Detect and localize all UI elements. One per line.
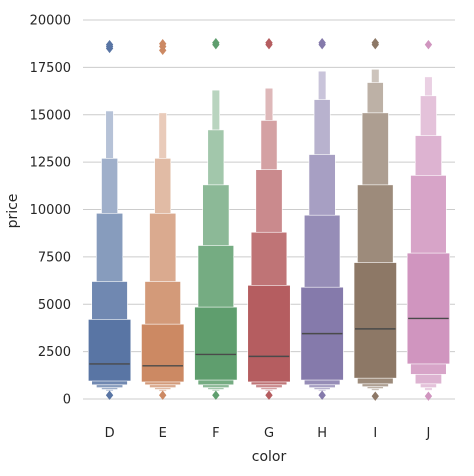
boxen-group-i: [353, 38, 397, 401]
outlier-point: [105, 390, 114, 400]
y-tick-label: 2500: [38, 345, 71, 360]
y-tick-label: 17500: [30, 61, 71, 76]
x-tick-label: J: [426, 426, 431, 441]
x-tick-label: E: [159, 426, 167, 441]
x-axis-label: color: [252, 449, 287, 465]
outlier-point: [212, 38, 220, 48]
boxen-group-h: [300, 38, 344, 400]
outlier-point: [318, 390, 326, 400]
outlier-point: [424, 39, 433, 50]
boxes-layer: [88, 38, 450, 401]
y-axis-label: price: [5, 194, 21, 229]
boxen-level: [141, 323, 185, 383]
boxen-group-j: [406, 39, 450, 401]
outlier-point: [159, 390, 167, 400]
boxen-group-g: [247, 38, 291, 400]
boxen-group-d: [88, 39, 132, 400]
x-tick-label: I: [373, 426, 377, 441]
boxen-level: [88, 319, 132, 382]
outlier-point: [159, 39, 167, 49]
boxen-level: [353, 262, 397, 379]
y-tick-labels: 0 2500 5000 7500 10000 12500 15000 17500 20000: [30, 14, 71, 408]
y-tick-label: 20000: [30, 14, 71, 29]
x-tick-label: G: [264, 426, 274, 441]
y-tick-label: 5000: [38, 298, 71, 313]
boxen-level: [247, 284, 291, 383]
x-tick-labels: D E F G H I J: [105, 426, 431, 441]
outlier-point: [265, 38, 273, 48]
y-tick-label: 0: [63, 393, 71, 408]
outlier-point: [424, 391, 433, 401]
boxen-level: [406, 252, 450, 365]
outlier-point: [212, 390, 220, 400]
outlier-point: [105, 39, 114, 50]
x-tick-label: H: [317, 426, 327, 441]
y-tick-label: 7500: [38, 250, 71, 265]
x-tick-label: F: [212, 426, 219, 441]
y-tick-label: 12500: [30, 156, 71, 171]
boxen-group-e: [141, 39, 185, 400]
outlier-point: [371, 391, 379, 401]
outlier-point: [371, 38, 379, 48]
y-tick-label: 10000: [30, 203, 71, 218]
boxen-group-f: [194, 38, 238, 400]
outlier-point: [265, 390, 273, 400]
boxen-level: [194, 306, 238, 381]
outlier-point: [318, 38, 326, 48]
x-tick-label: D: [105, 426, 115, 441]
y-tick-label: 15000: [30, 108, 71, 123]
